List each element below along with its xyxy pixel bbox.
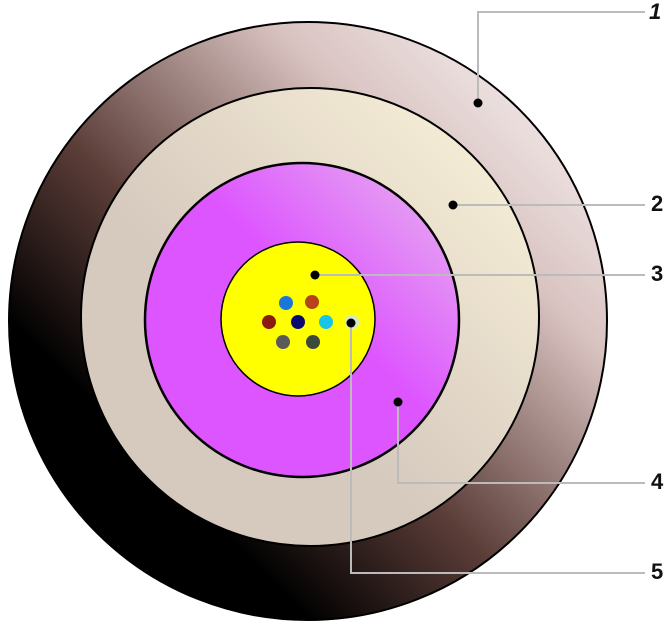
fiber-dot-cyan <box>319 315 333 329</box>
callout-label-4: 4 <box>651 469 664 494</box>
fiber-dot-blue <box>279 296 293 310</box>
callout-label-3: 3 <box>651 261 664 286</box>
callout-label-2: 2 <box>651 191 664 216</box>
fiber-dot-brown <box>262 315 276 329</box>
fiber-dot-navy <box>291 315 305 329</box>
anchor-dot-3 <box>310 270 320 280</box>
anchor-dot-4 <box>393 397 403 407</box>
anchor-dot-5 <box>346 318 356 328</box>
anchor-dot-1 <box>473 98 483 108</box>
leader-line-4 <box>397 402 645 484</box>
fiber-dot-orange <box>305 295 319 309</box>
anchor-dot-2 <box>448 200 458 210</box>
callout-label-1: 1 <box>649 0 662 24</box>
leader-line-1 <box>477 11 645 103</box>
leader-line-5 <box>350 323 645 574</box>
fiber-dot-dark-gray <box>306 335 320 349</box>
callout-label-5: 5 <box>651 559 664 584</box>
fiber-dot-gray <box>276 335 290 349</box>
